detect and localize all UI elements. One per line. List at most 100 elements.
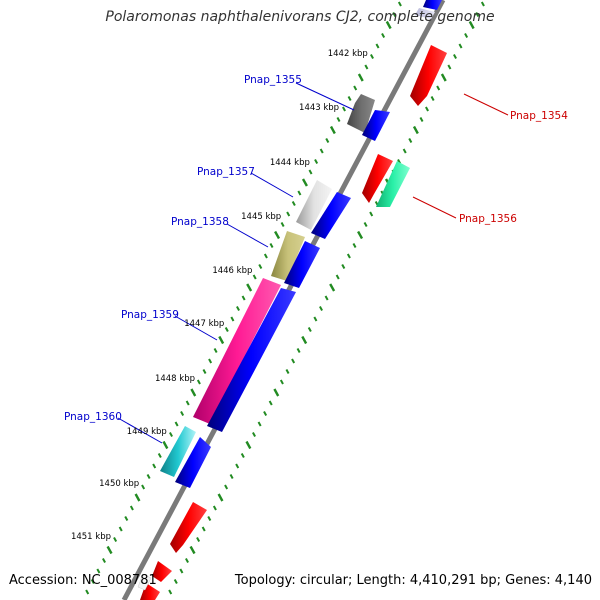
tick-mark-inner [113, 537, 118, 542]
gene-pnap-1357 [296, 180, 332, 230]
gene-label-pnap-1360: Pnap_1360 [64, 411, 122, 423]
callout-line-pnap-1358 [226, 223, 269, 248]
tick-mark-outer [436, 85, 441, 91]
tick-mark-inner [152, 463, 157, 469]
kbp-tick-label: 1444 kbp [270, 158, 310, 168]
tick-mark-outer [245, 440, 252, 450]
tick-mark-inner [252, 274, 257, 280]
tick-mark-inner [325, 138, 330, 143]
tick-mark-inner [102, 558, 106, 563]
tick-mark-outer [402, 148, 407, 154]
tick-mark-inner [258, 264, 263, 269]
tick-mark-outer [207, 516, 212, 521]
tick-mark-inner [385, 20, 392, 30]
tick-mark-outer [335, 274, 340, 280]
tick-mark-outer [257, 421, 262, 427]
tick-mark-inner [370, 54, 374, 59]
tick-mark-inner [134, 493, 141, 502]
tick-mark-inner [196, 379, 201, 385]
kbp-tick-label: 1451 kbp [71, 532, 111, 542]
tick-mark-inner [301, 178, 308, 187]
gene-labels: Pnap_1355 Pnap_1357 Pnap_1358 Pnap_1359 … [64, 74, 568, 423]
tick-mark-inner [202, 369, 207, 374]
tick-mark-inner [342, 106, 346, 112]
tick-mark-inner [329, 125, 336, 135]
tick-mark-outer [235, 463, 240, 469]
callout-line-pnap-1356 [412, 196, 457, 219]
gene-pnap-1359 [193, 278, 281, 424]
genome-title: Polaromonas naphthalenivorans CJ2, compl… [105, 9, 495, 25]
tick-mark-outer [268, 400, 273, 406]
kbp-tick-label: 1446 kbp [212, 266, 252, 276]
kbp-tick-label: 1449 kbp [127, 427, 167, 437]
gene-label-pnap-1355: Pnap_1355 [244, 74, 302, 86]
tick-mark-outer [307, 327, 312, 332]
tick-mark-inner [319, 148, 324, 154]
gene-pnap-1359-partner-blue [207, 288, 296, 432]
tick-mark-inner [397, 1, 402, 7]
tick-mark-inner [375, 43, 380, 49]
tick-mark-outer [301, 335, 308, 345]
kbp-tick-label: 1442 kbp [328, 49, 368, 59]
tick-mark-inner [218, 335, 225, 345]
tick-mark-outer [357, 230, 364, 240]
tick-mark-outer [447, 64, 452, 70]
gene-label-pnap-1358: Pnap_1358 [171, 216, 229, 228]
callout-line-pnap-1357 [250, 172, 294, 198]
tick-mark-inner [190, 388, 197, 397]
tick-mark-outer [458, 43, 463, 49]
tick-mark-outer [296, 348, 301, 353]
gene-label-pnap-1357: Pnap_1357 [197, 166, 255, 178]
tick-mark-outer [408, 138, 413, 143]
tick-mark-inner [381, 33, 386, 38]
tick-mark-inner [297, 190, 302, 196]
tick-mark-inner [353, 85, 358, 91]
tick-mark-outer [285, 369, 290, 374]
tick-mark-outer [363, 222, 368, 227]
tick-mark-outer [329, 283, 336, 292]
tick-mark-outer [369, 211, 374, 217]
tick-mark-outer [419, 117, 424, 122]
gene-pnap-1357-partner-blue [311, 192, 351, 239]
gene-pnap-1360 [160, 426, 196, 477]
tick-mark-outer [229, 474, 234, 479]
gene-pnap-1356 [376, 161, 410, 207]
tick-mark-inner [364, 64, 369, 70]
tick-mark-outer [475, 12, 480, 17]
tick-mark-outer [185, 558, 189, 563]
tick-mark-inner [129, 505, 134, 511]
gene-red-bottom-1 [152, 561, 172, 582]
tick-mark-outer [168, 589, 173, 595]
tick-mark-inner [85, 589, 90, 595]
tick-mark-inner [336, 117, 341, 122]
topology-text: Topology: circular; Length: 4,410,291 bp… [234, 573, 592, 588]
tick-mark-inner [162, 440, 169, 450]
tick-mark-outer [273, 388, 280, 397]
tick-mark-inner [96, 568, 101, 574]
tick-mark-inner [241, 295, 246, 301]
tick-mark-inner [169, 432, 173, 437]
tick-mark-inner [357, 73, 364, 82]
tick-mark-outer [291, 358, 296, 364]
tick-mark-inner [291, 201, 296, 206]
gene-top-blue-partial [423, 0, 442, 10]
gene-label-pnap-1356: Pnap_1356 [459, 213, 517, 225]
gene-red-1356-left [362, 154, 393, 203]
tick-mark-inner [213, 348, 218, 353]
tick-mark-inner [90, 579, 95, 584]
tick-mark-inner [314, 159, 319, 164]
callout-line-pnap-1360 [117, 417, 163, 444]
tick-mark-outer [440, 73, 447, 82]
gene-features [137, 0, 447, 600]
tick-mark-inner [141, 484, 146, 490]
tick-mark-inner [157, 453, 162, 458]
tick-mark-outer [217, 493, 224, 502]
tick-mark-outer [425, 106, 429, 112]
tick-mark-inner [286, 211, 291, 217]
gene-pnap-1358 [271, 231, 305, 281]
gene-pnap-1358-partner-blue [284, 241, 320, 288]
tick-mark-inner [280, 222, 285, 227]
gene-red-lower [170, 502, 207, 553]
tick-mark-outer [224, 484, 229, 490]
gene-pnap-1360-partner-blue [175, 437, 211, 488]
